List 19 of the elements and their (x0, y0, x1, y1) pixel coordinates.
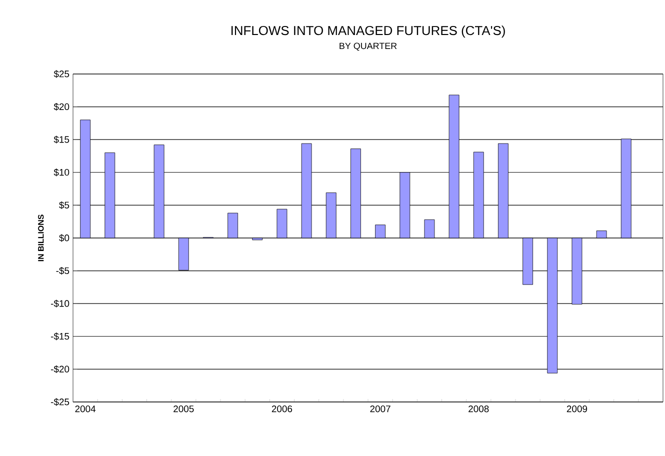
y-tick-label: $15 (54, 136, 70, 144)
y-tick-label: -$10 (50, 300, 70, 308)
x-tick-label: 2007 (370, 406, 390, 412)
y-tick-label: $20 (54, 102, 70, 111)
y-tick-label: $10 (54, 168, 70, 176)
y-tick-label: $5 (59, 201, 70, 210)
y-tick-label: $25 (54, 70, 70, 78)
y-tick-label: $0 (59, 234, 70, 242)
x-tick-label: 2008 (468, 406, 489, 412)
x-tick-label: 2004 (75, 406, 96, 412)
x-tick-label: 2006 (272, 406, 292, 412)
chart-subtitle: BY QUARTER (340, 42, 397, 51)
chart-title: INFLOWS INTO MANAGED FUTURES (CTA'S) (232, 26, 505, 38)
y-tick-label: -$25 (50, 398, 70, 406)
y-tick-label: -$5 (56, 266, 70, 275)
x-tick-label: 2009 (566, 406, 588, 412)
y-tick-label: -$20 (50, 365, 70, 374)
y-tick-label: -$15 (50, 332, 70, 340)
x-tick-label: 2005 (174, 406, 194, 412)
